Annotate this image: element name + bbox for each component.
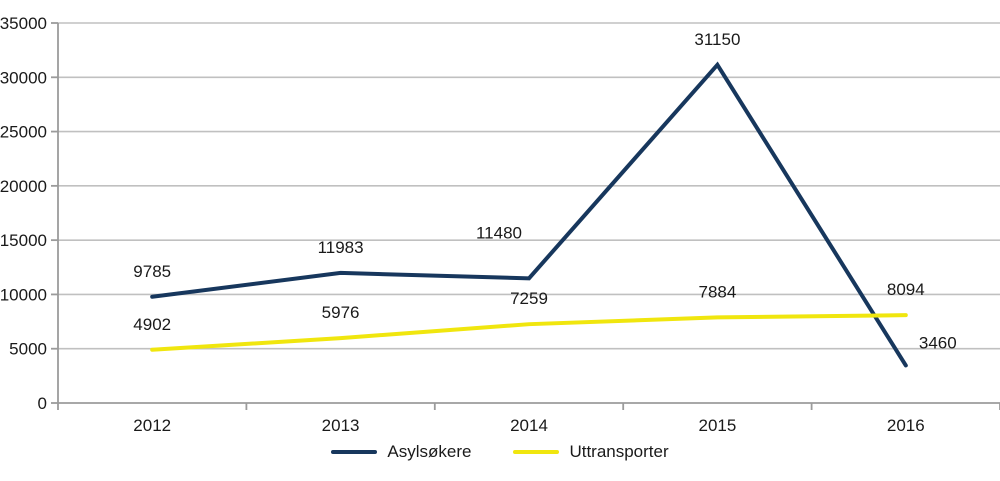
- legend-item-asylsokere: Asylsøkere: [331, 443, 471, 460]
- y-axis-label: 35000: [0, 14, 47, 33]
- data-label: 4902: [133, 315, 171, 334]
- data-label: 7259: [510, 289, 548, 308]
- y-axis-label: 5000: [9, 340, 47, 359]
- chart-legend: Asylsøkere Uttransporter: [0, 443, 1000, 460]
- y-axis-label: 10000: [0, 285, 47, 304]
- data-label: 3460: [919, 333, 957, 352]
- legend-item-uttransporter: Uttransporter: [513, 442, 669, 461]
- y-axis-label: 15000: [0, 231, 47, 250]
- data-label: 9785: [133, 262, 171, 281]
- x-axis-label: 2012: [133, 416, 171, 435]
- data-label: 7884: [698, 282, 736, 301]
- data-label: 31150: [694, 30, 740, 49]
- x-axis-label: 2015: [698, 416, 736, 435]
- data-label: 8094: [887, 280, 925, 299]
- series-line-uttransporter: [150, 313, 908, 352]
- legend-line-asylsokere-icon: [331, 449, 378, 454]
- y-axis-label: 30000: [0, 68, 47, 87]
- x-axis-label: 2014: [510, 416, 548, 435]
- y-axis-label: 25000: [0, 123, 47, 142]
- y-axis-label: 0: [38, 394, 47, 413]
- data-label: 11983: [318, 238, 364, 257]
- x-axis-label: 2013: [322, 416, 360, 435]
- data-label: 5976: [322, 303, 360, 322]
- legend-label-uttransporter: Uttransporter: [569, 442, 669, 461]
- y-axis-label: 20000: [0, 177, 47, 196]
- x-axis-label: 2016: [887, 416, 925, 435]
- data-label: 11480: [476, 223, 522, 242]
- legend-label-asylsokere: Asylsøkere: [387, 442, 472, 461]
- chart-plot-area: 0 5000 10000 15000 20000 25000 30000 35000 2012 2…: [0, 14, 1000, 435]
- legend-line-uttransporter-icon: [513, 449, 560, 454]
- series-line-asylsokere: [150, 61, 908, 368]
